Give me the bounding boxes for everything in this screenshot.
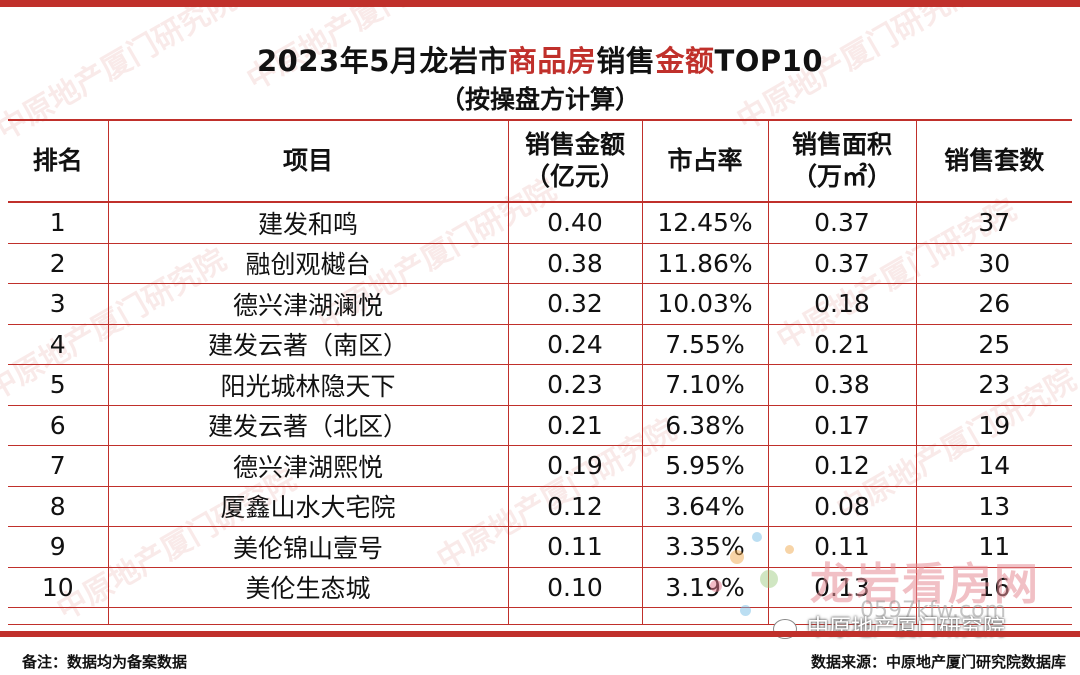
cell-share: 7.10% [642,364,769,406]
table-row: 8 厦鑫山水大宅院 0.12 3.64% 0.08 13 [8,486,1072,527]
cell-area: 0.37 [768,243,917,284]
cell-area: 0.08 [768,486,917,527]
logo-dot [760,570,778,588]
header-project: 项目 [108,119,509,203]
footer-source: 数据来源：中原地产厦门研究院数据库 [810,653,1066,671]
cell-project: 阳光城林隐天下 [108,364,509,406]
cell-area: 0.37 [768,202,917,244]
cell-area: 0.12 [768,445,917,487]
table-header-row: 排名 项目 销售金额 （亿元） 市占率 销售面积 （万㎡） 销售套数 [8,119,1072,203]
cell-rank: 5 [8,364,109,406]
cell-rank: 4 [8,324,109,365]
cell-share: 6.38% [642,405,769,446]
cell-rank: 9 [8,526,109,568]
cell-units: 16 [916,567,1072,608]
cell-project: 厦鑫山水大宅院 [108,486,509,527]
header-share: 市占率 [642,119,769,203]
cell-units: 37 [916,202,1072,244]
cell-area: 0.18 [768,283,917,325]
header-rank: 排名 [8,119,109,203]
cell-rank: 8 [8,486,109,527]
table-row: 3 德兴津湖澜悦 0.32 10.03% 0.18 26 [8,283,1072,325]
logo-dot [710,580,722,592]
cell-share: 3.64% [642,486,769,527]
table-row: 7 德兴津湖熙悦 0.19 5.95% 0.12 14 [8,445,1072,487]
cell-share: 7.55% [642,324,769,365]
cell-share: 10.03% [642,283,769,325]
header-amount: 销售金额 （亿元） [508,119,643,203]
site-name: 龙岩看房网 [810,559,1040,610]
table-row: 2 融创观樾台 0.38 11.86% 0.37 30 [8,243,1072,284]
cell-amount: 0.23 [508,364,643,406]
cell-share: 12.45% [642,202,769,244]
cell-units: 26 [916,283,1072,325]
wechat-watermark: 中原地产厦门研究院 [773,610,1005,642]
cell-project: 德兴津湖澜悦 [108,283,509,325]
cell-project: 建发云著（南区） [108,324,509,365]
cell-rank: 6 [8,405,109,446]
table-row: 10 美伦生态城 0.10 3.19% 0.13 16 [8,567,1072,608]
cell-area: 0.17 [768,405,917,446]
bottom-accent-bar [0,631,1080,637]
cell-rank: 3 [8,283,109,325]
table-spacer-row [8,607,1072,625]
cell-units: 14 [916,445,1072,487]
table-row: 5 阳光城林隐天下 0.23 7.10% 0.38 23 [8,364,1072,406]
cell-area: 0.38 [768,364,917,406]
cell-units: 25 [916,324,1072,365]
title-highlight: 商品房 [507,44,597,78]
site-url: 0597kfw.com [860,598,1007,623]
site-logo-watermark: 龙岩看房网 0597kfw.com [690,520,1080,650]
logo-dot [752,532,762,542]
table-row: 6 建发云著（北区） 0.21 6.38% 0.17 19 [8,405,1072,446]
cell-amount: 0.10 [508,567,643,608]
cell-units: 13 [916,486,1072,527]
header-area: 销售面积 （万㎡） [768,119,917,203]
footer-note: 备注：数据均为备案数据 [22,653,188,671]
table-row: 9 美伦锦山壹号 0.11 3.35% 0.11 11 [8,526,1072,568]
page-subtitle: （按操盘方计算） [439,85,640,114]
cell-rank: 7 [8,445,109,487]
cell-units: 30 [916,243,1072,284]
cell-project: 德兴津湖熙悦 [108,445,509,487]
header-units: 销售套数 [916,119,1072,203]
cell-project: 建发云著（北区） [108,405,509,446]
cell-area: 0.13 [768,567,917,608]
cell-amount: 0.21 [508,405,643,446]
table-row: 4 建发云著（南区） 0.24 7.55% 0.21 25 [8,324,1072,365]
cell-amount: 0.19 [508,445,643,487]
cell-rank: 1 [8,202,109,244]
title-highlight: 金额 [655,44,715,78]
sales-table: 排名 项目 销售金额 （亿元） 市占率 销售面积 （万㎡） 销售套数 1 建发和鸣 … [8,119,1072,625]
logo-dot [785,545,794,554]
cell-share: 11.86% [642,243,769,284]
cell-project: 融创观樾台 [108,243,509,284]
cell-share: 5.95% [642,445,769,487]
cell-units: 11 [916,526,1072,568]
cell-project: 美伦生态城 [108,567,509,608]
cell-units: 19 [916,405,1072,446]
top-accent-bar [0,0,1080,7]
cell-amount: 0.32 [508,283,643,325]
cell-project: 美伦锦山壹号 [108,526,509,568]
cell-project: 建发和鸣 [108,202,509,244]
cell-amount: 0.12 [508,486,643,527]
cell-amount: 0.40 [508,202,643,244]
cell-share: 3.19% [642,567,769,608]
page-title: 2023年5月龙岩市商品房销售金额TOP10 [257,44,823,78]
cell-amount: 0.11 [508,526,643,568]
cell-amount: 0.38 [508,243,643,284]
cell-units: 23 [916,364,1072,406]
cell-rank: 2 [8,243,109,284]
cell-amount: 0.24 [508,324,643,365]
cell-rank: 10 [8,567,109,608]
cell-area: 0.21 [768,324,917,365]
logo-dot [730,550,744,564]
table-row: 1 建发和鸣 0.40 12.45% 0.37 37 [8,202,1072,244]
logo-dot [740,605,751,616]
